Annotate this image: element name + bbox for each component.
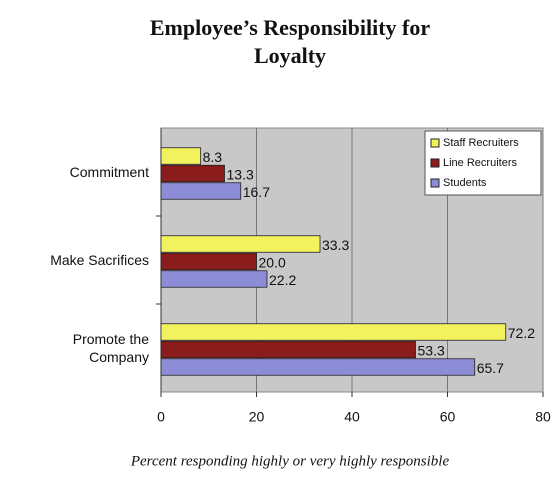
bar [160, 164, 225, 183]
value-label: 8.3 [203, 149, 223, 165]
value-label: 22.2 [269, 272, 296, 288]
legend-swatch [430, 178, 440, 188]
chart-title: Employee’s Responsibility for Loyalty [149, 15, 431, 68]
x-tick-label: 80 [535, 409, 551, 425]
legend-label: Students [443, 177, 487, 189]
x-tick-label: 20 [249, 409, 265, 425]
bar [160, 182, 242, 200]
bar [160, 235, 321, 253]
legend-label: Line Recruiters [443, 157, 517, 169]
x-tick-label: 0 [157, 409, 165, 425]
x-tick-label: 60 [440, 409, 456, 425]
y-tick-label: Make Sacrifices [50, 252, 149, 268]
legend-swatch [430, 138, 440, 148]
bar [160, 147, 202, 165]
bar [160, 252, 257, 271]
value-label: 65.7 [477, 360, 504, 376]
value-label: 20.0 [259, 254, 286, 270]
legend-box [424, 130, 542, 196]
bar [160, 323, 507, 341]
value-label: 16.7 [243, 184, 270, 200]
value-label: 53.3 [418, 342, 445, 358]
x-tick-label: 40 [344, 409, 360, 425]
y-tick-label: Commitment [69, 164, 149, 180]
bar [160, 340, 416, 359]
legend-label: Staff Recruiters [443, 137, 519, 149]
x-axis-label: Percent responding highly or very highly… [130, 453, 450, 469]
value-label: 13.3 [227, 166, 254, 182]
value-label: 33.3 [322, 237, 349, 253]
bar [160, 358, 476, 376]
y-tick-label: Promote the Company [72, 331, 149, 365]
bar [160, 270, 268, 288]
value-label: 72.2 [508, 325, 535, 341]
legend-swatch [430, 158, 440, 168]
